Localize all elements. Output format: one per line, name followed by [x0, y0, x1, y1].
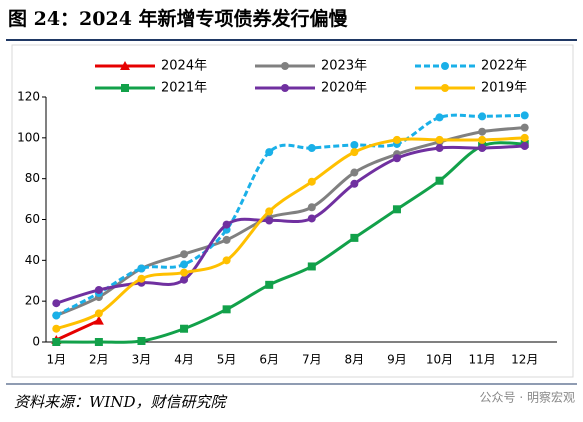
marker	[520, 123, 529, 132]
marker	[441, 62, 449, 70]
marker	[435, 135, 444, 144]
marker	[93, 315, 104, 325]
x-tick-label: 4月	[174, 353, 194, 367]
marker	[350, 140, 359, 149]
source: 资料来源：WIND，财信研究院	[14, 393, 227, 411]
y-tick-label: 20	[25, 294, 40, 308]
marker	[281, 84, 289, 92]
legend-label: 2020年	[321, 81, 367, 96]
x-tick-label: 8月	[345, 353, 365, 367]
marker	[520, 111, 529, 120]
watermark: 公众号 · 明察宏观	[480, 390, 575, 405]
y-tick-label: 0	[32, 335, 40, 349]
marker	[137, 336, 146, 345]
marker	[120, 61, 130, 70]
marker	[222, 235, 231, 244]
marker	[520, 133, 529, 142]
x-tick-label: 10月	[426, 353, 453, 367]
chart-title: 图 24：2024 年新增专项债券发行偏慢	[8, 7, 349, 30]
marker	[281, 62, 289, 70]
marker	[137, 274, 146, 283]
marker	[137, 264, 146, 273]
marker	[435, 113, 444, 122]
marker	[52, 338, 61, 346]
legend-label: 2023年	[321, 59, 367, 74]
marker	[222, 305, 231, 314]
marker	[265, 148, 274, 157]
marker	[307, 144, 316, 153]
x-tick-label: 9月	[387, 353, 407, 367]
marker	[180, 250, 189, 259]
marker	[52, 299, 61, 308]
marker	[478, 135, 487, 144]
marker	[350, 148, 359, 157]
x-tick-label: 1月	[46, 353, 66, 367]
x-tick-label: 3月	[132, 353, 152, 367]
legend-label: 2024年	[161, 59, 207, 74]
legend-label: 2022年	[481, 59, 527, 74]
x-tick-label: 5月	[217, 353, 237, 367]
x-tick-label: 12月	[511, 353, 538, 367]
marker	[94, 285, 103, 294]
marker	[441, 84, 449, 92]
marker	[392, 154, 401, 163]
x-tick-label: 2月	[89, 353, 109, 367]
marker	[307, 214, 316, 223]
marker	[520, 142, 529, 150]
marker	[392, 205, 401, 214]
marker	[94, 309, 103, 318]
marker	[392, 135, 401, 144]
chart-frame	[11, 44, 574, 378]
marker	[180, 268, 189, 277]
y-tick-label: 120	[17, 90, 40, 104]
marker	[265, 207, 274, 216]
marker	[307, 177, 316, 186]
legend-label: 2021年	[161, 81, 207, 96]
marker	[265, 280, 274, 289]
marker	[121, 84, 129, 92]
marker	[180, 260, 189, 269]
marker	[478, 112, 487, 121]
marker	[350, 179, 359, 188]
y-tick-label: 100	[17, 130, 40, 144]
y-tick-label: 60	[25, 212, 40, 226]
marker	[350, 168, 359, 177]
marker	[307, 262, 316, 271]
marker	[350, 233, 359, 242]
marker	[52, 311, 61, 320]
marker	[478, 144, 487, 153]
marker	[478, 127, 487, 136]
marker	[180, 275, 189, 284]
marker	[435, 144, 444, 153]
marker	[94, 338, 103, 346]
x-tick-label: 11月	[468, 353, 495, 367]
marker	[222, 256, 231, 265]
marker	[222, 220, 231, 229]
marker	[307, 203, 316, 212]
marker	[435, 176, 444, 185]
legend-label: 2019年	[481, 81, 527, 96]
marker	[265, 216, 274, 225]
x-tick-label: 7月	[302, 353, 322, 367]
y-tick-label: 40	[25, 253, 40, 267]
series-line	[56, 141, 525, 344]
marker	[180, 324, 189, 333]
x-tick-label: 6月	[259, 353, 279, 367]
y-tick-label: 80	[25, 171, 40, 185]
marker	[52, 324, 61, 333]
